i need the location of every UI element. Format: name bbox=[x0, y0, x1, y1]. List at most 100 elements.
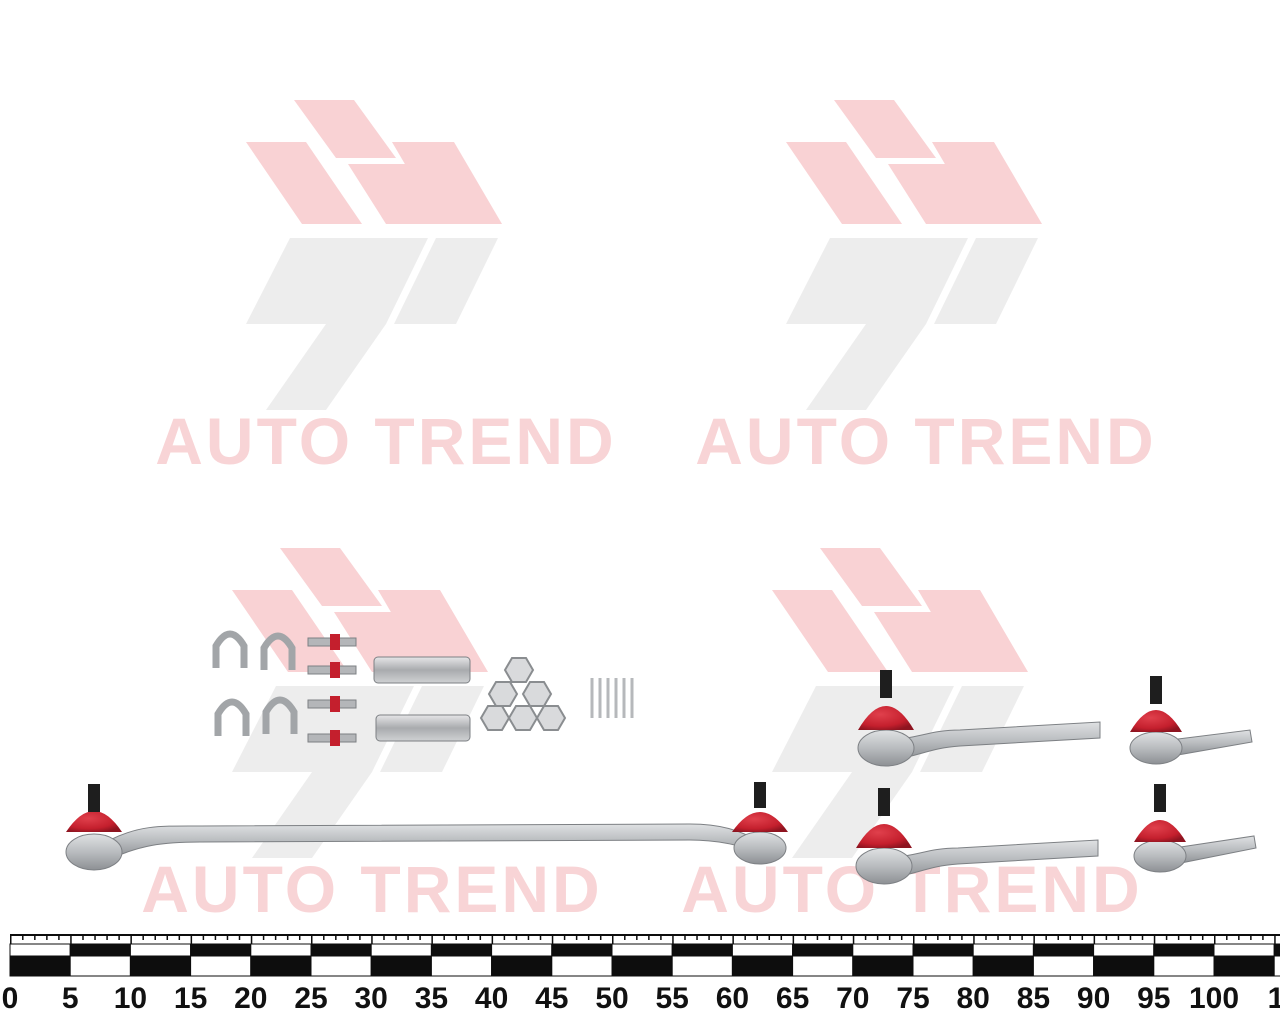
ruler-tick bbox=[226, 934, 229, 940]
ruler-tick bbox=[1081, 934, 1084, 940]
ruler-block bbox=[250, 955, 312, 977]
ruler-tick bbox=[1201, 934, 1204, 940]
ruler-tick bbox=[539, 934, 542, 940]
product-photo bbox=[65, 630, 1257, 885]
ruler-tick bbox=[130, 934, 132, 944]
ruler-tick bbox=[1189, 934, 1192, 940]
ruler-tick bbox=[527, 934, 530, 940]
ruler-tick bbox=[298, 934, 301, 940]
ruler-tick bbox=[672, 934, 674, 944]
ruler-tick bbox=[419, 934, 421, 940]
ruler-top-line bbox=[10, 934, 1280, 936]
ruler-tick bbox=[780, 934, 783, 940]
ruler-block bbox=[129, 955, 192, 977]
ruler-block bbox=[129, 943, 192, 957]
ruler-block bbox=[1153, 955, 1215, 977]
ruler-tick bbox=[178, 934, 181, 940]
ruler-tick bbox=[1250, 934, 1252, 940]
ruler-tick bbox=[624, 934, 626, 940]
ruler-block bbox=[852, 955, 914, 977]
center-drag-link bbox=[65, 782, 788, 871]
ruler-block bbox=[1213, 943, 1275, 957]
short-tie-rod-end bbox=[1133, 784, 1257, 873]
ruler-label: 35 bbox=[414, 982, 449, 1015]
ruler-block bbox=[852, 943, 914, 957]
ruler-tick bbox=[913, 934, 915, 944]
ruler-tick bbox=[732, 934, 734, 944]
ruler-tick bbox=[587, 934, 590, 940]
ruler-tick bbox=[22, 934, 24, 940]
ruler-tick bbox=[900, 934, 903, 940]
ruler-block bbox=[9, 955, 71, 977]
ruler-block bbox=[69, 955, 131, 977]
ruler-tick bbox=[311, 934, 313, 944]
ruler-block bbox=[310, 943, 372, 957]
ruler-label: 15 bbox=[173, 982, 208, 1015]
ruler-block bbox=[310, 955, 372, 977]
long-tie-rod-end bbox=[855, 788, 1099, 885]
ruler-tick bbox=[82, 934, 84, 940]
ruler-tick bbox=[1009, 934, 1011, 940]
ruler-tick bbox=[684, 934, 686, 940]
ruler-label: 50 bbox=[595, 982, 629, 1015]
ruler-label: 1 bbox=[1267, 982, 1280, 1015]
ruler-tick bbox=[1226, 934, 1228, 940]
ruler-block bbox=[611, 943, 673, 957]
ruler-tick bbox=[214, 934, 217, 940]
ruler-block bbox=[1032, 943, 1095, 957]
ruler-label: 55 bbox=[655, 982, 689, 1015]
ruler-block bbox=[190, 955, 252, 977]
ruler-label: 70 bbox=[836, 982, 870, 1015]
ruler-label: 65 bbox=[775, 982, 810, 1015]
ruler-block bbox=[1273, 955, 1280, 977]
ruler-block bbox=[430, 943, 493, 957]
ruler-block bbox=[1093, 955, 1155, 977]
ruler-tick bbox=[70, 934, 72, 944]
ruler-label: 25 bbox=[294, 982, 328, 1015]
ruler-label: 30 bbox=[354, 982, 388, 1015]
ruler-tick bbox=[1214, 934, 1216, 944]
measuring-ruler: 0 5 10 15 20 25 30 35 40 45 50 55 60 65 70 75 80 85 90 95 10… bbox=[0, 930, 1280, 1024]
ruler-tick bbox=[286, 934, 289, 940]
ruler-tick bbox=[660, 934, 662, 940]
ruler-tick bbox=[612, 934, 614, 944]
ruler-tick bbox=[985, 934, 987, 940]
ruler-tick bbox=[46, 934, 48, 940]
ruler-tick bbox=[1129, 934, 1132, 940]
ruler-tick bbox=[359, 934, 361, 940]
ruler-tick bbox=[395, 934, 397, 940]
ruler-tick bbox=[1033, 934, 1035, 944]
ruler-tick bbox=[515, 934, 518, 940]
ruler-block bbox=[1032, 955, 1095, 977]
ruler-tick bbox=[816, 934, 819, 940]
ruler-tick bbox=[876, 934, 879, 940]
ruler-tick bbox=[768, 934, 771, 940]
ruler-block bbox=[731, 955, 794, 977]
ruler-block bbox=[551, 955, 613, 977]
ruler-tick bbox=[949, 934, 951, 940]
ruler-tick bbox=[94, 934, 96, 940]
ruler-tick bbox=[792, 934, 795, 944]
ruler-tick bbox=[925, 934, 927, 940]
castle-nuts bbox=[479, 657, 567, 731]
ruler-block bbox=[1153, 943, 1215, 957]
ruler-tick bbox=[479, 934, 482, 940]
ruler-label: 100 bbox=[1188, 982, 1240, 1015]
ruler-tick bbox=[720, 934, 722, 940]
ruler-block bbox=[551, 943, 613, 957]
ruler-tick bbox=[708, 934, 710, 940]
long-tie-rod-end bbox=[857, 670, 1101, 767]
ruler-tick bbox=[648, 934, 650, 940]
ruler-tick bbox=[575, 934, 578, 940]
ruler-block bbox=[69, 943, 131, 957]
ruler-tick bbox=[190, 934, 193, 944]
ruler-tick bbox=[371, 934, 373, 944]
ruler-tick bbox=[1105, 934, 1108, 940]
ruler-label: 5 bbox=[61, 982, 79, 1015]
ruler-tick bbox=[1117, 934, 1120, 940]
ruler-tick bbox=[1262, 934, 1264, 940]
ruler-tick bbox=[142, 934, 144, 940]
ruler-tick bbox=[491, 934, 494, 944]
ruler-block bbox=[370, 955, 432, 977]
ruler-block bbox=[370, 943, 432, 957]
